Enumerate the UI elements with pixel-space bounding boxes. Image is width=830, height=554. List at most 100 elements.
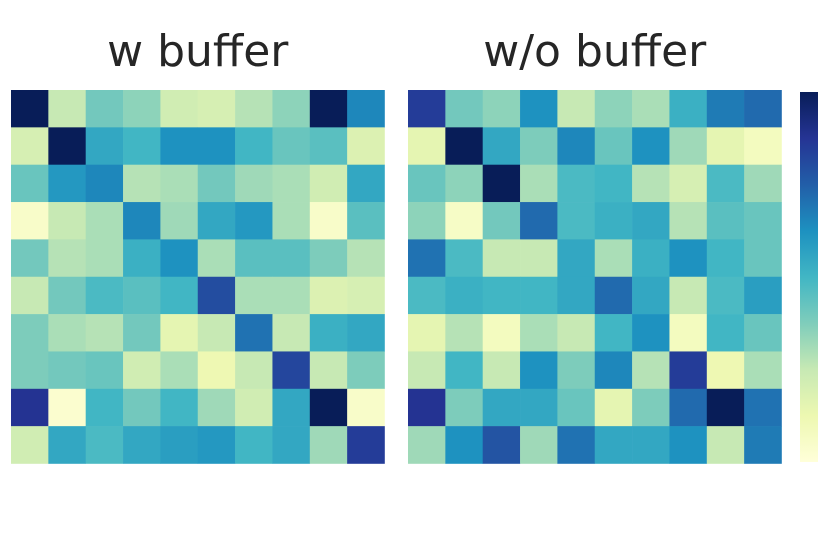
heatmap-cell [48, 276, 86, 315]
heatmap-cell [85, 164, 124, 203]
heatmap-cell [309, 164, 348, 203]
heatmap-cell [272, 351, 311, 390]
heatmap-cell [520, 202, 558, 240]
heatmap-cell [11, 90, 49, 128]
heatmap-cell [557, 202, 596, 240]
heatmap-cell [48, 388, 86, 427]
heatmap-cell [235, 314, 273, 352]
heatmap-cell [272, 202, 311, 240]
heatmap-cell [309, 426, 348, 464]
heatmap-cell [11, 202, 49, 240]
heatmap-cell [123, 164, 161, 203]
heatmap-cell [272, 276, 311, 315]
heatmap-cell [197, 351, 236, 390]
heatmap-cell [594, 239, 633, 278]
heatmap-cell [408, 239, 446, 278]
heatmap-cell [123, 90, 161, 128]
heatmap-cell [272, 388, 311, 427]
heatmap-cell [706, 239, 745, 278]
heatmap-cell [520, 239, 558, 278]
heatmap-cell [594, 351, 633, 390]
heatmap-cell [197, 314, 236, 352]
heatmap-cell [160, 388, 199, 427]
heatmap-cell [669, 202, 708, 240]
heatmap-cell [594, 164, 633, 203]
heatmap-cell [235, 276, 273, 315]
heatmap-cell [482, 202, 521, 240]
heatmap-cell [11, 351, 49, 390]
heatmap-cell [48, 239, 86, 278]
heatmap-cell [520, 164, 558, 203]
heatmap-cell [669, 426, 708, 464]
heatmap-cell [482, 127, 521, 165]
heatmap-cell [85, 314, 124, 352]
heatmap-cell [11, 127, 49, 165]
heatmap-cell [309, 239, 348, 278]
heatmap-cell [744, 239, 782, 278]
heatmap-cell [744, 426, 782, 464]
heatmap-cell [85, 202, 124, 240]
heatmap-cell [594, 127, 633, 165]
heatmap-cell [408, 388, 446, 427]
heatmap-cell [309, 127, 348, 165]
heatmap-cell [520, 426, 558, 464]
heatmap-cell [520, 276, 558, 315]
heatmap-cell [123, 276, 161, 315]
heatmap-cell [160, 127, 199, 165]
heatmap-cell [272, 239, 311, 278]
panel-title: w buffer [107, 26, 289, 77]
heatmap-cell [669, 388, 708, 427]
heatmap-cell [123, 239, 161, 278]
heatmap-cell [632, 276, 670, 315]
heatmap-cell [197, 90, 236, 128]
heatmap-cell [445, 426, 483, 464]
heatmap-cell [347, 127, 385, 165]
heatmap-cell [160, 314, 199, 352]
heatmap-cell [48, 164, 86, 203]
heatmap-cell [744, 127, 782, 165]
heatmap-cell [408, 164, 446, 203]
heatmap-cell [235, 127, 273, 165]
heatmap-cell [408, 351, 446, 390]
heatmap-cell [520, 127, 558, 165]
heatmap-cell [594, 276, 633, 315]
heatmap-cell [197, 164, 236, 203]
heatmap-cell [482, 276, 521, 315]
heatmap-cell [160, 90, 199, 128]
heatmap-cell [160, 239, 199, 278]
heatmap-cell [445, 90, 483, 128]
heatmap-cell [632, 388, 670, 427]
heatmap-cell [347, 202, 385, 240]
panel-title: w/o buffer [483, 26, 707, 77]
heatmap-cell [557, 314, 596, 352]
heatmap-cell [520, 314, 558, 352]
heatmap-cell [632, 426, 670, 464]
heatmap-cell [594, 314, 633, 352]
heatmap-cell [347, 239, 385, 278]
heatmap-cell [669, 90, 708, 128]
heatmap-cell [445, 127, 483, 165]
heatmap-cell [669, 127, 708, 165]
heatmap-cell [706, 164, 745, 203]
heatmap-cell [445, 388, 483, 427]
heatmap-cell [48, 90, 86, 128]
heatmap-cell [309, 351, 348, 390]
heatmap-cell [85, 90, 124, 128]
heatmap-cell [706, 314, 745, 352]
heatmap-cell [197, 388, 236, 427]
heatmap-cell [632, 202, 670, 240]
heatmap-cell [11, 426, 49, 464]
heatmap-cell [744, 351, 782, 390]
heatmap-cell [160, 426, 199, 464]
heatmap-cell [706, 90, 745, 128]
heatmap-cell [482, 388, 521, 427]
heatmap-cell [123, 426, 161, 464]
heatmap-cell [48, 202, 86, 240]
heatmap-cell [347, 164, 385, 203]
heatmap-cell [482, 164, 521, 203]
heatmap-cell [520, 388, 558, 427]
heatmap-cell [744, 276, 782, 315]
heatmap-cell [482, 351, 521, 390]
heatmap-cell [347, 90, 385, 128]
